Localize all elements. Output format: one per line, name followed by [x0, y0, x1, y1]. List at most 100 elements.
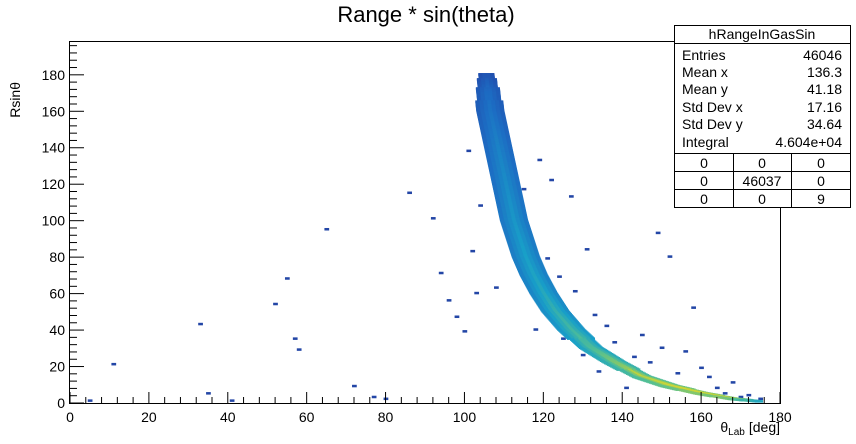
histogram-bin	[714, 386, 720, 390]
x-tick-label: 180	[768, 409, 792, 425]
histogram-bin	[296, 348, 302, 351]
y-tick-label: 40	[49, 322, 65, 338]
histogram-bin	[352, 384, 357, 388]
histogram-bin	[655, 231, 661, 235]
x-axis-label-unit: [deg]	[749, 419, 780, 435]
plot-frame	[69, 41, 781, 404]
stats-row-label: Std Dev y	[682, 116, 743, 132]
histogram-bin	[407, 191, 412, 195]
stats-grid-cell: 0	[700, 173, 708, 189]
histogram-bin	[596, 370, 602, 373]
x-tick-label: 80	[378, 409, 394, 425]
histogram-bin	[466, 149, 472, 153]
histogram-bin	[206, 392, 211, 395]
histogram-bin	[324, 227, 330, 231]
histogram-bin	[87, 399, 93, 402]
x-tick-label: 140	[611, 409, 635, 425]
y-tick-label: 0	[57, 395, 65, 411]
histogram-bin	[545, 257, 551, 260]
y-tick-label: 140	[42, 140, 66, 156]
histogram-bin	[198, 322, 203, 326]
y-axis: 0 20 40 60 80 100 120 140 160 180	[42, 45, 84, 411]
histogram-bin	[699, 366, 704, 370]
y-tick-label: 20	[49, 359, 65, 375]
histogram-bin	[446, 299, 452, 302]
histogram-bin	[462, 330, 468, 333]
histogram-bin	[580, 353, 586, 357]
stats-row-value: 4.604e+04	[775, 134, 842, 150]
histogram-bin	[667, 255, 673, 258]
histogram-bin	[592, 313, 598, 317]
stats-grid-cell: 46037	[743, 173, 782, 189]
x-axis-label-symbol: θ	[720, 419, 728, 435]
x-axis-label: θLab [deg]	[720, 419, 780, 438]
stats-box: hRangeInGasSin Entries 46046 Mean x 136.…	[674, 25, 851, 208]
stats-row-label: Mean x	[682, 64, 728, 80]
y-tick-label: 120	[42, 176, 66, 192]
stats-grid-cell: 0	[700, 155, 708, 171]
histogram-bin	[572, 289, 578, 293]
stats-row-label: Mean y	[682, 81, 728, 97]
histogram-bin	[568, 195, 574, 198]
histogram-bin	[624, 386, 629, 390]
histogram-bin	[746, 393, 752, 397]
histogram-bin	[533, 328, 539, 331]
histogram-bin	[474, 291, 480, 295]
x-tick-label: 60	[299, 409, 315, 425]
histogram-bin	[683, 350, 689, 353]
histogram-bin	[659, 346, 665, 350]
y-tick-label: 180	[42, 67, 66, 83]
stats-grid-cell: 0	[758, 155, 766, 171]
histogram-bin	[612, 341, 618, 344]
histogram-bin	[707, 375, 712, 379]
x-tick-label: 100	[453, 409, 477, 425]
histogram-bin	[292, 337, 298, 340]
histogram-bin	[430, 217, 436, 220]
stats-row-value: 136.3	[807, 64, 842, 80]
x-tick-label: 20	[141, 409, 157, 425]
histogram-bin	[494, 286, 499, 289]
stats-row-value: 41.18	[807, 81, 842, 97]
histogram-bin	[584, 248, 590, 251]
histogram-bin	[229, 399, 235, 402]
plot-content	[87, 73, 764, 403]
histogram-bin	[740, 398, 745, 402]
x-tick-label: 160	[689, 409, 713, 425]
stats-row-value: 34.64	[807, 116, 842, 132]
histogram-bin	[758, 400, 764, 403]
histogram-bin	[722, 392, 728, 395]
chart-title: Range * sin(theta)	[337, 2, 514, 27]
stats-grid-cell: 0	[817, 173, 825, 189]
stats-grid-cell: 0	[700, 191, 708, 207]
histogram-bin	[567, 337, 572, 340]
histogram-bin	[537, 158, 543, 162]
histogram-bin	[478, 204, 483, 207]
histogram-bin	[604, 324, 610, 328]
stats-row-label: Entries	[682, 47, 726, 63]
histogram-bin	[616, 368, 621, 371]
stats-row-label: Std Dev x	[682, 99, 743, 115]
histogram-bin	[557, 275, 562, 278]
stats-row-label: Integral	[682, 134, 729, 150]
histogram-bin	[709, 394, 714, 398]
x-axis: 0 20 40 60 80 100 120 140 160 180	[66, 392, 792, 425]
stats-grid-cell: 9	[817, 191, 825, 207]
y-tick-label: 160	[42, 103, 66, 119]
histogram-bin	[273, 302, 278, 306]
x-axis-label-subscript: Lab	[728, 427, 745, 438]
histogram-bin	[647, 361, 653, 364]
histogram-bin	[738, 395, 744, 399]
stats-grid-cell: 0	[758, 191, 766, 207]
histogram-bin	[111, 362, 117, 366]
stats-box-frame	[674, 25, 851, 208]
stats-row-value: 46046	[803, 47, 842, 63]
histogram-bin	[675, 388, 680, 391]
histogram-bin	[438, 271, 444, 275]
histogram-bin	[454, 315, 460, 319]
histogram-bin	[632, 355, 637, 359]
y-tick-label: 60	[49, 286, 65, 302]
y-axis-label: Rsinθ	[7, 82, 23, 118]
histogram-bin	[284, 277, 290, 280]
